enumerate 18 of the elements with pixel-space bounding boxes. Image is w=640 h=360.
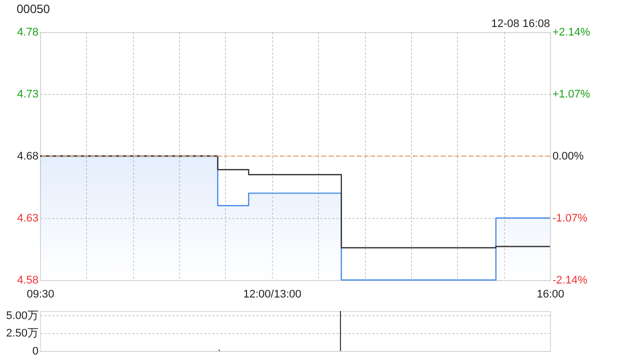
y2-tick-label: -2.14%	[552, 274, 588, 286]
y-tick-label: 4.78	[17, 26, 38, 38]
chart-title: 00050	[16, 2, 50, 16]
y-tick-label: 4.73	[17, 88, 38, 100]
y2-tick-label: 0.00%	[552, 150, 584, 162]
x-tick-label: 12:00/13:00	[243, 288, 302, 300]
y-tick-label: 4.68	[17, 150, 38, 162]
y-tick-label: 0	[32, 346, 38, 358]
x-tick-label: 09:30	[26, 288, 54, 300]
y2-tick-label: +2.14%	[552, 26, 590, 38]
x-tick-label: 16:00	[536, 288, 564, 300]
text: 12-08 16:08	[491, 18, 550, 30]
y2-tick-label: +1.07%	[552, 88, 590, 100]
y-tick-label: 5.00万	[6, 310, 38, 322]
y-tick-label: 4.63	[17, 212, 38, 224]
y-tick-label: 4.58	[17, 274, 38, 286]
y-tick-label: 2.50万	[6, 328, 38, 340]
y2-tick-label: -1.07%	[552, 212, 588, 224]
